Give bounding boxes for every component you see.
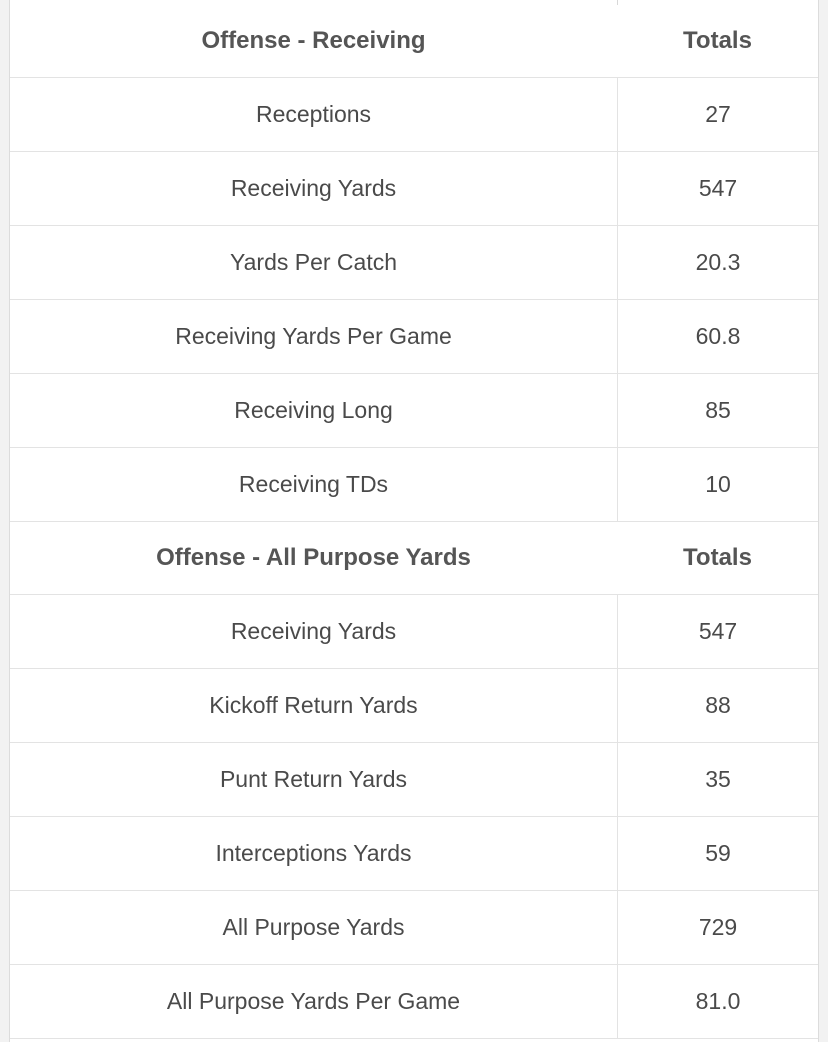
section-title: Offense - Receiving: [201, 27, 426, 54]
stat-value: 27: [617, 78, 818, 151]
totals-header: Totals: [683, 544, 752, 571]
table-row: Kickoff Return Yards 88: [10, 669, 818, 743]
stat-label: Receiving TDs: [238, 471, 389, 497]
stat-label: Receiving Yards: [230, 175, 397, 201]
table-row: Receiving Yards 547: [10, 595, 818, 669]
table-row: Receiving TDs 10: [10, 448, 818, 522]
stat-label: Receiving Yards: [230, 618, 397, 644]
table-row: Yards Per Catch 20.3: [10, 226, 818, 300]
stat-value: 729: [617, 891, 818, 964]
stat-label: Interceptions Yards: [215, 840, 412, 866]
stat-label: Punt Return Yards: [219, 766, 408, 792]
stat-label: Receptions: [255, 101, 372, 127]
stat-label: All Purpose Yards: [222, 914, 405, 940]
section-title: Offense - All Purpose Yards: [156, 544, 471, 571]
stat-value: 59: [617, 817, 818, 890]
table-row: All Purpose Yards 729: [10, 891, 818, 965]
stat-value: 35: [617, 743, 818, 816]
stat-label: Receiving Yards Per Game: [175, 323, 452, 349]
top-divider-tick: [617, 0, 618, 5]
stats-table: Offense - Receiving Totals Receptions 27…: [10, 5, 818, 1039]
stat-value: 10: [617, 448, 818, 521]
section-header: Offense - Receiving Totals: [10, 5, 818, 78]
stat-value: 81.0: [617, 965, 818, 1038]
table-row: Interceptions Yards 59: [10, 817, 818, 891]
section-header: Offense - All Purpose Yards Totals: [10, 522, 818, 595]
stat-label: Receiving Long: [234, 397, 393, 423]
stat-value: 547: [617, 595, 818, 668]
stat-label: Yards Per Catch: [229, 249, 398, 275]
table-row: Receiving Long 85: [10, 374, 818, 448]
table-row: Receptions 27: [10, 78, 818, 152]
stat-value: 85: [617, 374, 818, 447]
stat-value: 20.3: [617, 226, 818, 299]
section-offense-receiving: Offense - Receiving Totals Receptions 27…: [10, 5, 818, 522]
stat-label: Kickoff Return Yards: [209, 692, 418, 718]
table-row: Receiving Yards Per Game 60.8: [10, 300, 818, 374]
stat-value: 547: [617, 152, 818, 225]
stat-value: 88: [617, 669, 818, 742]
section-offense-all-purpose-yards: Offense - All Purpose Yards Totals Recei…: [10, 522, 818, 1039]
table-row: Punt Return Yards 35: [10, 743, 818, 817]
left-page-margin: [0, 0, 10, 1042]
stat-value: 60.8: [617, 300, 818, 373]
right-page-margin: [818, 0, 828, 1042]
stat-label: All Purpose Yards Per Game: [166, 988, 461, 1014]
table-row: Receiving Yards 547: [10, 152, 818, 226]
table-row: All Purpose Yards Per Game 81.0: [10, 965, 818, 1039]
totals-header: Totals: [683, 27, 752, 54]
